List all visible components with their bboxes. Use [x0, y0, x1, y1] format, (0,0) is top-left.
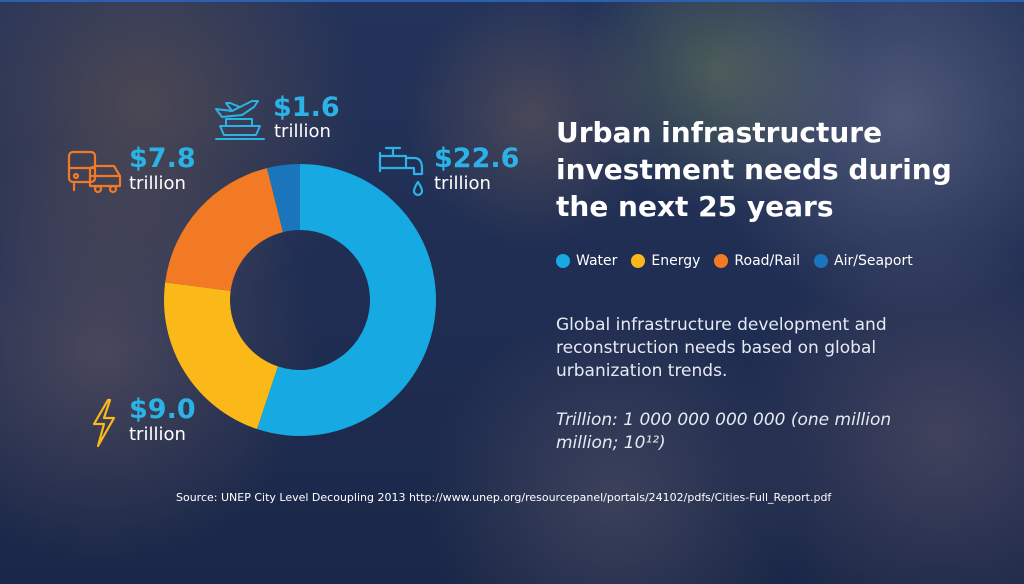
chart-title: Urban infrastructure investment needs du…	[556, 116, 952, 223]
air-seaport-unit: trillion	[274, 121, 331, 142]
legend-label-water: Water	[576, 253, 618, 269]
legend-label-energy: Energy	[651, 253, 701, 269]
energy-amount: $9.0	[129, 394, 196, 425]
air-seaport-amount: $1.6	[273, 92, 340, 123]
legend-item-water: Water	[556, 253, 617, 269]
water-unit: trillion	[434, 173, 491, 194]
legend-label-road-rail: Road/Rail	[734, 253, 801, 269]
lightning-icon	[92, 398, 116, 448]
legend-label-air-seaport: Air/Seaport	[834, 253, 913, 269]
faucet-icon	[378, 146, 424, 197]
donut-slice-air-seaport	[266, 164, 300, 233]
chart-legend: Water Energy Road/Rail Air/Seaport	[556, 253, 927, 269]
road-rail-unit: trillion	[129, 173, 186, 194]
plane-ship-icon	[215, 100, 265, 140]
donut-slice-water	[256, 164, 436, 436]
donut-slice-road-rail	[165, 168, 284, 291]
top-accent-line	[0, 0, 1024, 2]
legend-item-road-rail: Road/Rail	[714, 253, 800, 269]
vehicles-icon	[67, 150, 122, 194]
legend-dot-energy	[631, 254, 646, 268]
legend-item-energy: Energy	[631, 253, 700, 269]
water-amount: $22.6	[434, 143, 520, 174]
trillion-note: Trillion: 1 000 000 000 000 (one million…	[556, 410, 892, 453]
legend-dot-air-seaport	[814, 254, 829, 268]
description-text: Global infrastructure development and re…	[556, 315, 887, 381]
road-rail-amount: $7.8	[129, 143, 196, 174]
legend-dot-water	[556, 254, 570, 268]
energy-unit: trillion	[129, 424, 186, 445]
source-citation: Source: UNEP City Level Decoupling 2013 …	[176, 491, 832, 504]
legend-dot-road-rail	[714, 254, 729, 268]
donut-slice-energy	[163, 282, 278, 430]
legend-item-air-seaport: Air/Seaport	[814, 253, 913, 269]
